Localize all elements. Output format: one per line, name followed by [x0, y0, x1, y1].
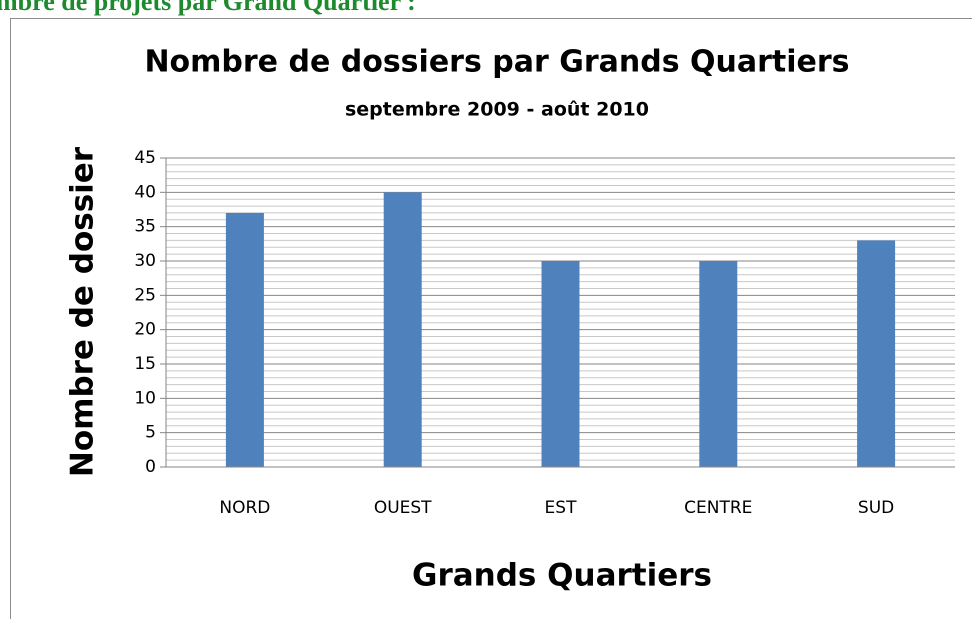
y-tick-label: 45	[134, 148, 156, 168]
chart-border	[10, 18, 972, 619]
bar	[225, 212, 264, 467]
y-tick-label: 30	[134, 251, 156, 271]
x-tick-label: EST	[545, 498, 578, 518]
y-tick-label: 35	[134, 217, 156, 237]
x-tick-label: OUEST	[374, 498, 432, 518]
bar	[383, 192, 422, 468]
chart-subtitle: septembre 2009 - août 2010	[345, 99, 649, 121]
bar	[541, 261, 580, 467]
y-tick-label: 0	[145, 457, 156, 477]
y-tick-label: 40	[134, 182, 156, 202]
bar	[857, 240, 896, 467]
y-tick-label: 10	[134, 388, 156, 408]
x-tick-label: SUD	[858, 498, 894, 518]
x-tick-label: NORD	[219, 498, 270, 518]
bar	[699, 261, 738, 467]
y-tick-label: 20	[134, 320, 156, 340]
y-tick-label: 5	[145, 423, 156, 443]
y-axis-title: Nombre de dossier	[65, 146, 101, 477]
y-tick-label: 25	[134, 285, 156, 305]
y-tick-label: 15	[134, 354, 156, 374]
x-tick-label: CENTRE	[684, 498, 752, 518]
x-axis-title: Grands Quartiers	[412, 558, 712, 594]
heading: mbre de projets par Grand Quartier :	[0, 0, 416, 16]
chart-title: Nombre de dossiers par Grands Quartiers	[144, 45, 849, 80]
